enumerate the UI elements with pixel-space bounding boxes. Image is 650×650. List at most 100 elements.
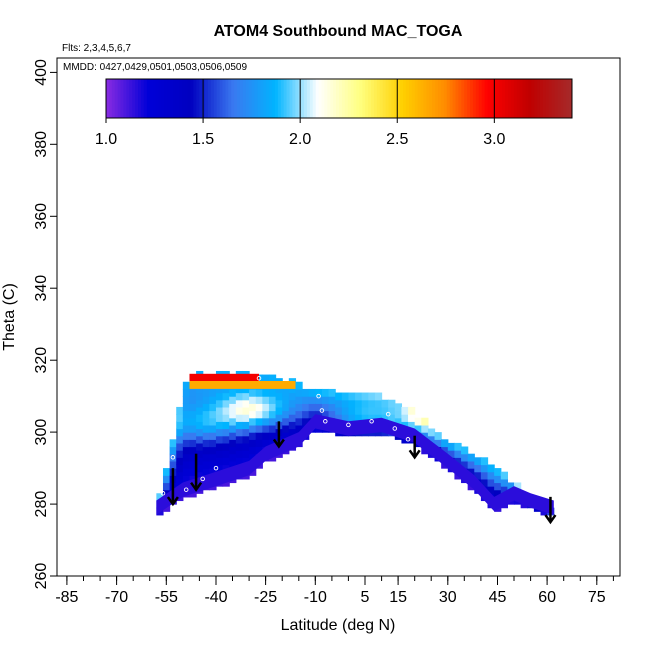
heatmap-cell <box>348 406 356 415</box>
y-tick-label: 360 <box>33 203 50 230</box>
heatmap-cell <box>176 421 184 430</box>
heatmap-cell <box>282 403 290 412</box>
colorbar-segment <box>365 79 369 118</box>
heatmap-cell <box>209 460 217 469</box>
colorbar-segment <box>321 79 325 118</box>
heatmap-cell <box>268 439 277 448</box>
arrow-head <box>272 438 285 449</box>
heatmap-cell <box>282 410 290 419</box>
colorbar-segment <box>344 79 349 118</box>
colorbar-segment <box>149 79 154 118</box>
heatmap-cell <box>262 374 270 383</box>
heatmap-cell <box>189 460 197 469</box>
heatmap-cell <box>235 435 244 444</box>
heatmap-cell <box>408 406 416 415</box>
colorbar-segment <box>111 79 116 118</box>
colorbar-segment <box>318 79 323 118</box>
heatmap-cell <box>454 450 462 458</box>
heatmap-cell <box>401 406 409 415</box>
colorbar-segment <box>397 79 401 118</box>
colorbar-segment <box>312 79 317 118</box>
heatmap-cell <box>182 439 191 448</box>
colorbar-segment <box>449 79 454 118</box>
heatmap-cell <box>447 442 456 451</box>
heatmap-cell <box>474 471 482 480</box>
heatmap-cell <box>302 388 310 397</box>
x-tick-label: -25 <box>254 589 277 606</box>
colorbar-segment <box>534 79 538 118</box>
heatmap-cell <box>176 442 184 451</box>
colorbar-segment <box>117 79 122 118</box>
heatmap-cell <box>242 457 250 466</box>
colorbar-segment <box>231 79 235 118</box>
flights-note: Flts: 2,3,4,5,6,7 <box>62 43 131 54</box>
heatmap-cell <box>480 457 489 466</box>
x-tick-label: 45 <box>489 589 507 606</box>
colorbar-segment <box>420 79 424 118</box>
colorbar-segment <box>545 79 550 118</box>
colorbar-segment <box>213 79 218 118</box>
heatmap-cell <box>235 392 244 401</box>
heatmap-cell <box>288 428 297 437</box>
arrow-markers <box>166 421 557 525</box>
heatmap-cell <box>176 428 184 437</box>
heatmap-cell <box>202 460 210 469</box>
heatmap-cell <box>302 417 310 426</box>
heatmap-cell <box>222 392 230 401</box>
colorbar-segment <box>531 79 535 118</box>
colorbar-segment <box>301 79 305 118</box>
colorbar-segment <box>548 79 553 118</box>
colorbar-segment <box>202 79 206 118</box>
heatmap-cell <box>189 489 197 498</box>
colorbar-segment <box>239 79 244 118</box>
colorbar-segment <box>242 79 247 118</box>
colorbar-segment <box>225 79 229 118</box>
colorbar-segment <box>557 79 561 118</box>
heatmap-cell <box>176 450 184 458</box>
heatmap-cell <box>268 374 277 383</box>
x-tick-label: 15 <box>389 589 407 606</box>
colorbar-segment <box>108 79 113 118</box>
colorbar-segment <box>490 79 494 118</box>
colorbar-segment <box>470 79 474 118</box>
colorbar-segment <box>205 79 209 118</box>
heatmap-cell <box>262 417 270 426</box>
colorbar-segment <box>257 79 261 118</box>
heatmap-cell <box>447 450 456 458</box>
heatmap-cell <box>209 396 217 404</box>
colorbar-segment <box>429 79 433 118</box>
heatmap-cell <box>335 392 343 401</box>
heatmap-cell <box>355 399 363 408</box>
colorbar-segment <box>507 79 512 118</box>
heatmap-cell <box>255 374 263 383</box>
heatmap-cell <box>288 421 297 430</box>
heatmap-cell <box>209 417 217 426</box>
x-tick-label: -40 <box>204 589 227 606</box>
colorbar-segment <box>114 79 119 118</box>
colorbar-segment <box>400 79 404 118</box>
heatmap-cell <box>202 446 210 455</box>
heatmap-cell <box>268 396 277 404</box>
colorbar-segment <box>502 79 506 118</box>
x-tick-label: -10 <box>304 589 327 606</box>
arrow-marker <box>408 435 421 460</box>
heatmap-cell <box>414 424 422 433</box>
heatmap-cell <box>182 403 191 412</box>
sample-point <box>256 375 262 381</box>
heatmap-cell <box>182 410 191 419</box>
plot-region <box>56 57 621 577</box>
colorbar-segment <box>234 79 238 118</box>
colorbar-segment <box>405 79 410 118</box>
colorbar-segment <box>309 79 314 118</box>
colorbar-segment <box>458 79 462 118</box>
heatmap-cell <box>335 414 343 422</box>
heatmap-cell <box>421 432 429 440</box>
heatmap-cell <box>361 414 369 422</box>
heatmap-cell <box>229 388 237 397</box>
colorbar-segment <box>353 79 357 118</box>
colorbar-segment <box>140 79 145 118</box>
x-tick-label: 5 <box>361 589 370 606</box>
heatmap-cell <box>262 424 270 433</box>
x-tick-label: -85 <box>55 589 78 606</box>
heatmap-cell <box>275 385 283 394</box>
